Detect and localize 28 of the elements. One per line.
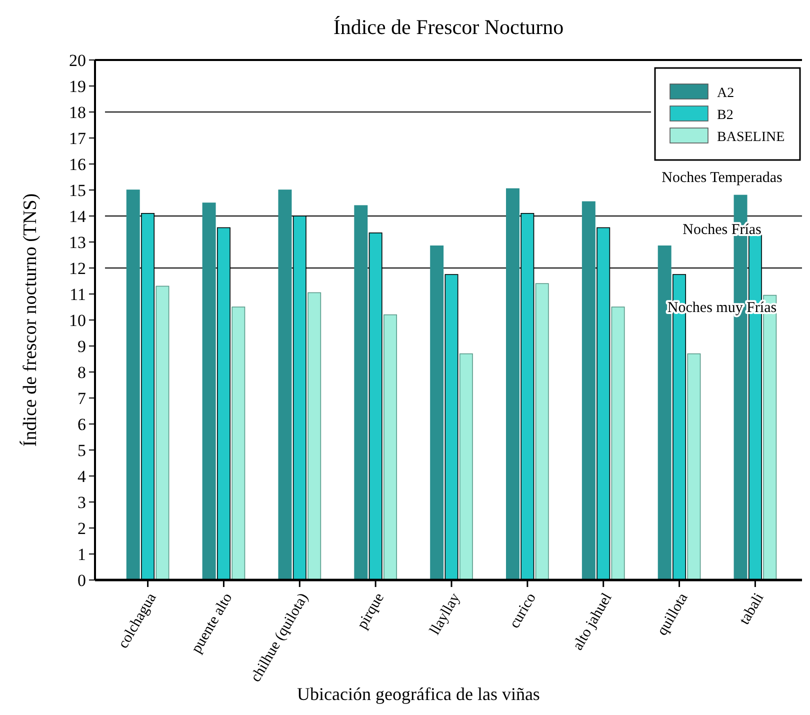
y-tick-label: 20 <box>69 50 86 70</box>
legend-label: B2 <box>717 108 734 123</box>
y-tick-label: 4 <box>78 466 86 486</box>
legend-label: BASELINE <box>717 130 785 145</box>
y-tick-label: 5 <box>78 440 86 460</box>
y-tick-label: 2 <box>78 518 86 538</box>
y-tick-label: 17 <box>69 128 86 148</box>
y-tick-label: 9 <box>78 336 86 356</box>
y-tick-label: 6 <box>78 414 86 434</box>
y-axis-title: Índice de frescor nocturno (TNS) <box>19 193 41 447</box>
x-axis-title: Ubicación geográfica de las viñas <box>297 684 540 704</box>
y-tick-label: 0 <box>78 570 86 590</box>
y-tick-label: 10 <box>69 310 86 330</box>
y-tick-label: 7 <box>78 388 86 408</box>
y-tick-label: 15 <box>69 180 86 200</box>
y-tick-label: 14 <box>69 206 86 226</box>
y-tick-label: 11 <box>70 284 86 304</box>
y-tick-label: 12 <box>69 258 86 278</box>
ref-line-label: Noches Temperadas <box>662 170 783 186</box>
y-tick-label: 13 <box>69 232 86 252</box>
y-tick-label: 16 <box>69 154 86 174</box>
y-tick-label: 3 <box>78 492 86 512</box>
y-tick-label: 8 <box>78 362 86 382</box>
y-tick-label: 19 <box>69 76 86 96</box>
y-tick-label: 1 <box>78 544 86 564</box>
y-tick-label: 18 <box>69 102 86 122</box>
legend-label: A2 <box>717 86 734 101</box>
chart-title: Índice de Frescor Nocturno <box>333 15 564 39</box>
